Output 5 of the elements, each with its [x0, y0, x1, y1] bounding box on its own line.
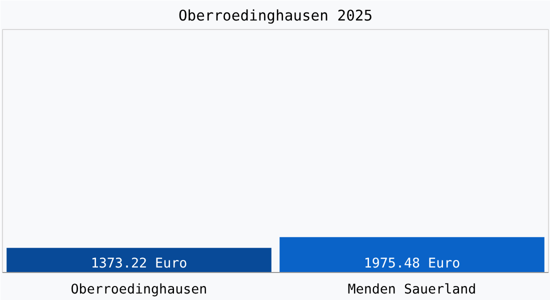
data-label: 1975.48 Euro	[364, 256, 460, 272]
chart-title: Oberroedinghausen 2025	[178, 8, 373, 24]
x-tick-label: Oberroedinghausen	[70, 282, 208, 298]
data-label: 1373.22 Euro	[90, 256, 188, 272]
x-tick-label: Menden Sauerland	[348, 282, 476, 298]
